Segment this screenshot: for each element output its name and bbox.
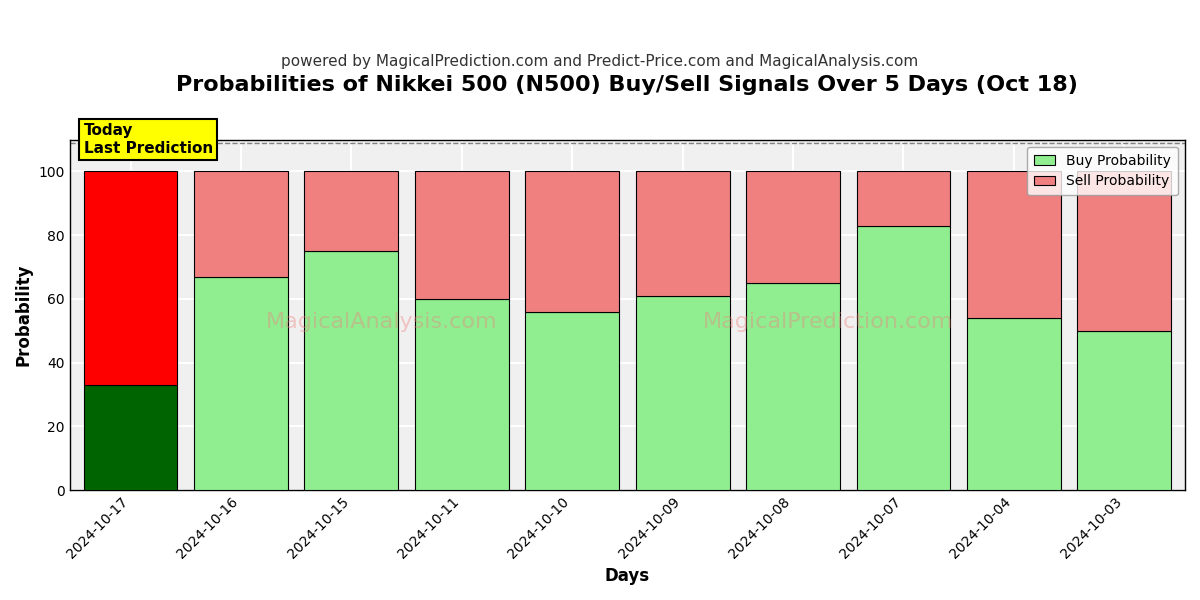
Bar xyxy=(84,172,178,385)
Bar xyxy=(857,226,950,490)
Bar xyxy=(1078,331,1171,490)
Bar xyxy=(194,277,288,490)
Text: powered by MagicalPrediction.com and Predict-Price.com and MagicalAnalysis.com: powered by MagicalPrediction.com and Pre… xyxy=(281,54,919,69)
Bar xyxy=(636,296,730,490)
Bar xyxy=(305,172,398,251)
Bar xyxy=(746,283,840,490)
Legend: Buy Probability, Sell Probability: Buy Probability, Sell Probability xyxy=(1027,146,1178,196)
Bar xyxy=(967,172,1061,318)
Bar xyxy=(194,172,288,277)
Bar xyxy=(746,172,840,283)
Text: MagicalAnalysis.com: MagicalAnalysis.com xyxy=(266,312,498,332)
Bar xyxy=(526,311,619,490)
Y-axis label: Probability: Probability xyxy=(14,263,34,366)
Bar xyxy=(857,172,950,226)
Bar xyxy=(84,385,178,490)
Title: Probabilities of Nikkei 500 (N500) Buy/Sell Signals Over 5 Days (Oct 18): Probabilities of Nikkei 500 (N500) Buy/S… xyxy=(176,75,1079,95)
Bar xyxy=(305,251,398,490)
X-axis label: Days: Days xyxy=(605,567,650,585)
Bar xyxy=(1078,172,1171,331)
Bar xyxy=(636,172,730,296)
Bar xyxy=(967,318,1061,490)
Bar xyxy=(415,299,509,490)
Bar xyxy=(415,172,509,299)
Bar xyxy=(526,172,619,311)
Text: MagicalPrediction.com: MagicalPrediction.com xyxy=(703,312,953,332)
Text: Today
Last Prediction: Today Last Prediction xyxy=(84,123,212,155)
